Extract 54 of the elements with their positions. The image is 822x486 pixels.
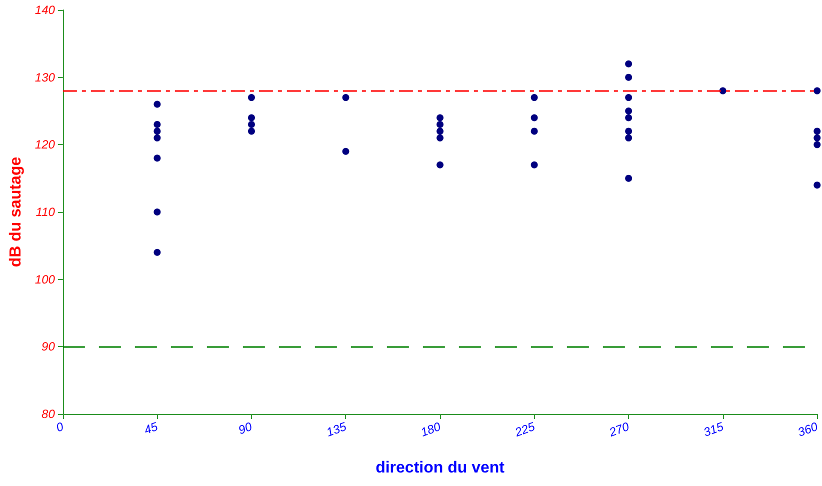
x-tick-label: 270 (606, 419, 632, 440)
point (342, 94, 350, 102)
x-tick-label: 225 (512, 419, 537, 440)
point (154, 248, 161, 256)
point (530, 128, 538, 135)
point (436, 114, 444, 122)
x-tick-label: 180 (418, 419, 443, 440)
point (154, 208, 161, 216)
point (436, 120, 444, 128)
point (625, 128, 632, 135)
point (625, 134, 632, 142)
point (248, 120, 255, 128)
x-axis-title: direction du vent (376, 460, 506, 476)
x-tick-label: 90 (236, 419, 254, 438)
point (154, 154, 161, 162)
y-tick-label: 90 (42, 340, 56, 354)
x-tick-label: 315 (702, 419, 726, 440)
point (530, 161, 538, 168)
x-tick-label: 360 (796, 419, 820, 440)
point (625, 174, 632, 182)
point (248, 94, 255, 102)
x-tick-label: 0 (54, 419, 66, 435)
point (154, 134, 161, 142)
point (436, 128, 444, 135)
point (814, 128, 821, 135)
y-tick-label: 130 (34, 70, 56, 84)
point (248, 128, 255, 135)
x-tick-label: 45 (142, 419, 160, 438)
point (436, 134, 444, 142)
point (814, 87, 821, 94)
y-axis-title: dB du sautage (8, 156, 24, 268)
point (625, 114, 632, 122)
point (530, 114, 538, 122)
point (248, 114, 255, 122)
x-tick-label: 135 (324, 419, 348, 440)
point (342, 148, 350, 155)
point (814, 141, 821, 148)
point (436, 161, 444, 168)
point (625, 60, 632, 68)
y-tick-label: 120 (34, 138, 56, 152)
point (625, 94, 632, 102)
y-tick-label: 110 (36, 205, 56, 219)
point (625, 74, 632, 81)
point (530, 94, 538, 102)
point (625, 108, 632, 114)
y-tick-label: 100 (34, 272, 56, 286)
point (154, 100, 161, 108)
point (154, 128, 161, 135)
y-tick-label: 80 (42, 407, 56, 421)
y-tick-label: 140 (34, 3, 56, 17)
point (719, 87, 726, 94)
point (154, 120, 161, 128)
point (814, 182, 821, 189)
point (814, 134, 821, 142)
